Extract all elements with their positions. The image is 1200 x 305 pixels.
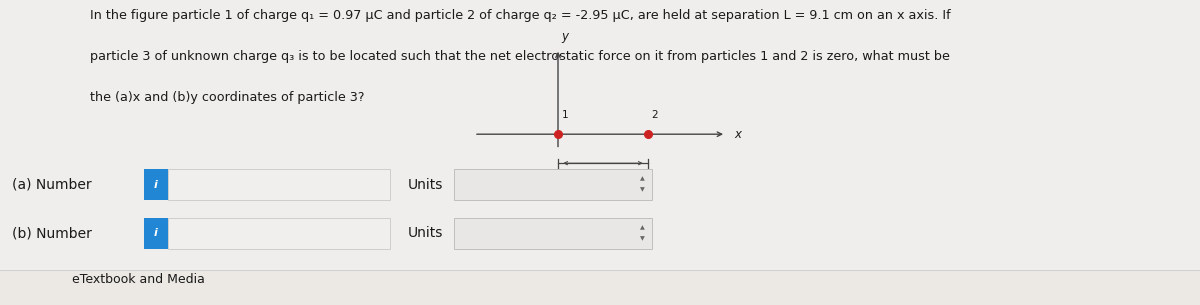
Text: (b) Number: (b) Number (12, 226, 92, 240)
FancyBboxPatch shape (454, 218, 652, 249)
Text: the (a)x and (b)y coordinates of particle 3?: the (a)x and (b)y coordinates of particl… (90, 92, 365, 105)
Text: particle 3 of unknown charge q₃ is to be located such that the net electrostatic: particle 3 of unknown charge q₃ is to be… (90, 50, 950, 63)
Text: L: L (600, 174, 606, 184)
Text: x: x (734, 128, 742, 141)
FancyBboxPatch shape (144, 218, 168, 249)
FancyBboxPatch shape (168, 218, 390, 249)
Text: (a) Number: (a) Number (12, 178, 91, 192)
Text: eTextbook and Media: eTextbook and Media (72, 273, 205, 285)
Text: ▲: ▲ (640, 177, 644, 181)
Text: i: i (154, 228, 158, 238)
Text: y: y (562, 30, 569, 43)
FancyBboxPatch shape (144, 169, 168, 200)
Text: ▼: ▼ (640, 236, 644, 241)
FancyBboxPatch shape (168, 169, 390, 200)
Text: Units: Units (408, 226, 443, 240)
Text: ▼: ▼ (640, 188, 644, 192)
Text: i: i (154, 180, 158, 189)
FancyBboxPatch shape (0, 270, 1200, 305)
Text: 1: 1 (562, 110, 569, 120)
Text: In the figure particle 1 of charge q₁ = 0.97 μC and particle 2 of charge q₂ = -2: In the figure particle 1 of charge q₁ = … (90, 9, 950, 22)
Text: ▲: ▲ (640, 225, 644, 230)
FancyBboxPatch shape (454, 169, 652, 200)
Text: Units: Units (408, 178, 443, 192)
Text: 2: 2 (652, 110, 659, 120)
